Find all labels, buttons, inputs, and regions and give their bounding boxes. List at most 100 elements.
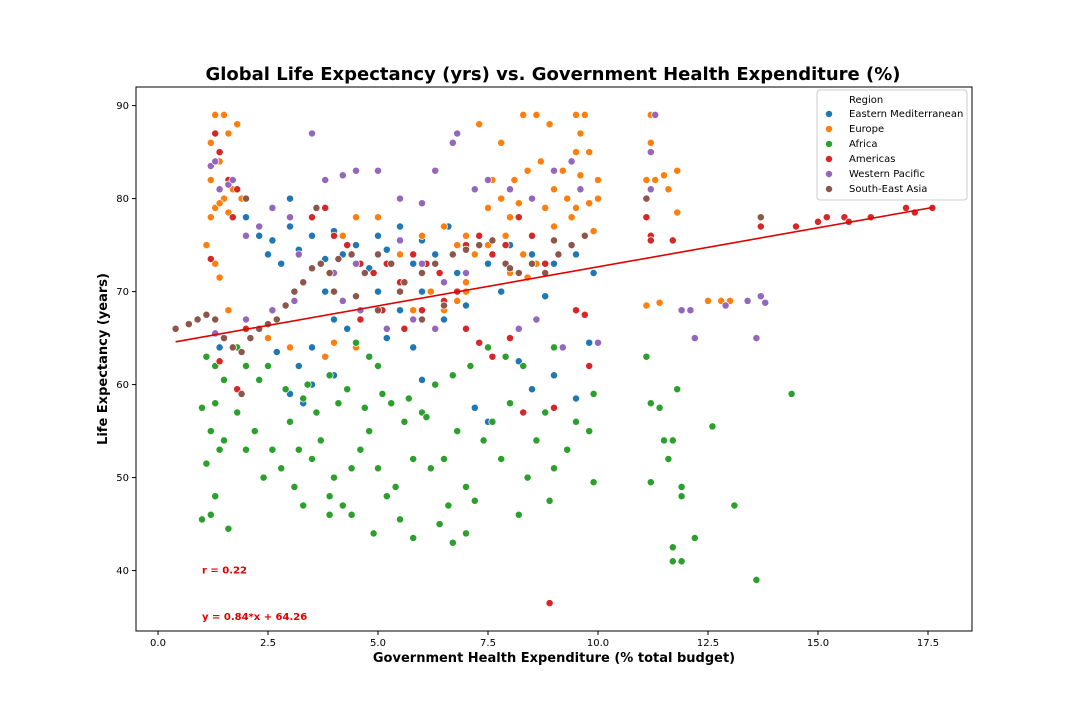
y-tick-label: 60 bbox=[116, 380, 129, 391]
point-africa-30 bbox=[374, 464, 382, 473]
point-south-east-asia-6 bbox=[228, 343, 237, 352]
point-eastern-mediterranean-49 bbox=[550, 371, 558, 380]
point-americas-6 bbox=[215, 357, 224, 366]
legend-marker bbox=[825, 125, 833, 133]
point-europe-42 bbox=[440, 222, 448, 231]
point-africa-76 bbox=[255, 375, 264, 384]
point-south-east-asia-24 bbox=[418, 269, 426, 277]
point-south-east-asia-15 bbox=[308, 264, 316, 273]
point-western-pacific-39 bbox=[514, 324, 523, 333]
point-western-pacific-6 bbox=[255, 222, 264, 231]
point-eastern-mediterranean-13 bbox=[382, 245, 391, 254]
legend-marker bbox=[825, 155, 833, 163]
point-south-east-asia-37 bbox=[242, 194, 250, 203]
point-americas-59 bbox=[356, 315, 365, 324]
point-south-east-asia-0 bbox=[171, 324, 180, 333]
point-western-pacific-49 bbox=[743, 296, 752, 305]
point-europe-2 bbox=[224, 129, 233, 138]
point-south-east-asia-26 bbox=[448, 250, 457, 259]
point-europe-68 bbox=[660, 171, 668, 180]
point-western-pacific-19 bbox=[470, 185, 479, 194]
point-south-east-asia-40 bbox=[352, 292, 360, 301]
point-western-pacific-37 bbox=[409, 315, 418, 324]
point-africa-66 bbox=[484, 343, 492, 352]
point-europe-72 bbox=[646, 138, 655, 147]
legend-entry-label: Eastern Mediterranean bbox=[849, 109, 963, 120]
point-europe-81 bbox=[567, 213, 576, 222]
point-africa-99 bbox=[708, 422, 717, 431]
point-europe-80 bbox=[550, 222, 558, 231]
point-eastern-mediterranean-52 bbox=[343, 324, 352, 333]
point-europe-30 bbox=[576, 129, 585, 138]
point-europe-54 bbox=[338, 231, 347, 240]
legend-entry-label: Western Pacific bbox=[849, 169, 925, 180]
point-eastern-mediterranean-50 bbox=[382, 334, 391, 343]
point-eastern-mediterranean-54 bbox=[453, 269, 462, 277]
point-europe-62 bbox=[321, 352, 330, 361]
point-western-pacific-47 bbox=[690, 334, 699, 343]
point-americas-34 bbox=[475, 338, 484, 347]
point-western-pacific-1 bbox=[211, 157, 220, 166]
point-africa-18 bbox=[277, 464, 286, 473]
point-europe-35 bbox=[572, 110, 580, 119]
point-africa-75 bbox=[281, 385, 290, 394]
point-south-east-asia-49 bbox=[506, 264, 514, 273]
point-americas-41 bbox=[585, 362, 594, 370]
point-americas-56 bbox=[814, 217, 822, 226]
point-africa-61 bbox=[404, 394, 413, 403]
point-western-pacific-55 bbox=[242, 315, 250, 324]
point-south-east-asia-19 bbox=[347, 250, 356, 259]
point-americas-4 bbox=[228, 213, 237, 222]
point-americas-35 bbox=[488, 352, 497, 361]
y-axis-label: Life Expectancy (years) bbox=[96, 273, 111, 445]
point-africa-81 bbox=[448, 538, 457, 547]
point-africa-2 bbox=[211, 492, 220, 501]
point-africa-72 bbox=[374, 362, 382, 370]
point-europe-41 bbox=[536, 157, 545, 166]
point-africa-31 bbox=[382, 492, 391, 501]
point-eastern-mediterranean-46 bbox=[215, 343, 224, 352]
point-africa-1 bbox=[206, 510, 215, 519]
point-africa-37 bbox=[435, 520, 444, 529]
point-europe-32 bbox=[519, 110, 528, 119]
point-europe-3 bbox=[206, 138, 215, 147]
point-africa-27 bbox=[347, 510, 356, 519]
point-africa-53 bbox=[585, 427, 594, 436]
point-africa-26 bbox=[338, 501, 347, 510]
point-south-east-asia-42 bbox=[396, 287, 404, 296]
point-europe-6 bbox=[206, 176, 215, 184]
point-europe-17 bbox=[224, 306, 233, 315]
x-tick-label: 7.5 bbox=[480, 638, 496, 649]
point-eastern-mediterranean-35 bbox=[418, 287, 426, 296]
point-americas-23 bbox=[475, 231, 484, 240]
point-europe-28 bbox=[558, 166, 567, 175]
point-south-east-asia-17 bbox=[325, 269, 334, 277]
correlation-annotation: r = 0.22 bbox=[202, 566, 247, 577]
point-americas-46 bbox=[646, 236, 655, 245]
point-africa-29 bbox=[365, 427, 374, 436]
point-europe-23 bbox=[541, 203, 550, 212]
point-africa-17 bbox=[268, 445, 277, 454]
point-europe-88 bbox=[576, 171, 585, 180]
point-eastern-mediterranean-53 bbox=[321, 287, 330, 296]
x-tick-label: 5.0 bbox=[370, 638, 386, 649]
point-europe-45 bbox=[470, 250, 479, 259]
point-western-pacific-30 bbox=[396, 236, 404, 245]
point-south-east-asia-44 bbox=[440, 301, 448, 310]
point-europe-47 bbox=[501, 231, 510, 240]
point-western-pacific-50 bbox=[756, 292, 765, 301]
point-americas-26 bbox=[514, 213, 523, 222]
point-africa-21 bbox=[299, 501, 308, 510]
point-western-pacific-23 bbox=[550, 166, 558, 175]
trendline-group bbox=[175, 206, 933, 343]
point-americas-15 bbox=[369, 269, 378, 277]
point-western-pacific-18 bbox=[453, 129, 462, 138]
point-africa-36 bbox=[426, 464, 435, 473]
point-western-pacific-4 bbox=[228, 176, 237, 184]
point-western-pacific-34 bbox=[338, 296, 347, 305]
point-western-pacific-25 bbox=[576, 185, 585, 194]
point-americas-11 bbox=[321, 203, 330, 212]
point-eastern-mediterranean-28 bbox=[272, 348, 281, 356]
point-western-pacific-9 bbox=[308, 129, 316, 138]
point-africa-41 bbox=[470, 496, 479, 505]
